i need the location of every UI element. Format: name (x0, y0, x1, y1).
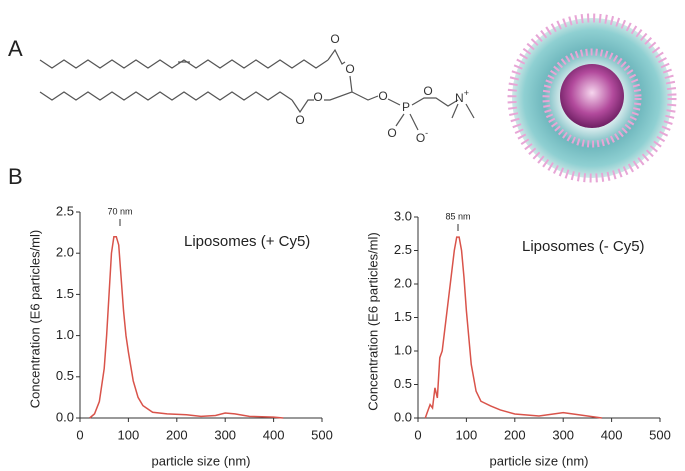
peak-label: 70 nm (107, 206, 132, 216)
bond (465, 103, 475, 119)
axes (417, 217, 660, 419)
x-tick-label: 500 (311, 427, 333, 442)
x-tick-label: 300 (214, 427, 236, 442)
chart-annotation: Liposomes (- Cy5) (522, 238, 645, 255)
atom-label: O (295, 113, 304, 127)
x-tick-label: 100 (118, 427, 140, 442)
atom-label: O (387, 126, 396, 140)
atom-label: P (402, 100, 410, 114)
x-tick-label: 100 (456, 427, 478, 442)
chart-annotation: Liposomes (+ Cy5) (184, 233, 310, 250)
data-line (424, 236, 603, 419)
y-tick-label: 1.5 (394, 309, 412, 324)
y-tick-label: 3.0 (394, 208, 412, 223)
x-axis-label: particle size (nm) (490, 453, 589, 468)
x-tick-label: 400 (601, 427, 623, 442)
y-tick-label: 1.0 (56, 327, 74, 342)
bond (451, 103, 459, 119)
y-tick-label: 0.5 (56, 368, 74, 383)
atom-label: O (345, 62, 354, 76)
y-tick-label: 0.5 (394, 376, 412, 391)
x-tick-label: 300 (552, 427, 574, 442)
bond (39, 59, 329, 69)
x-tick-label: 0 (76, 427, 83, 442)
axes (79, 212, 322, 419)
bond (324, 75, 353, 101)
atom-charge: + (464, 88, 469, 98)
y-tick-label: 2.0 (394, 275, 412, 290)
atom-label: O (330, 32, 339, 46)
bond (395, 113, 405, 127)
bond (39, 91, 293, 101)
x-axis-label: particle size (nm) (152, 453, 251, 468)
x-tick-label: 500 (649, 427, 671, 442)
bond (387, 98, 401, 106)
atom-label: O- (416, 128, 428, 145)
y-tick-label: 1.5 (56, 286, 74, 301)
bond (351, 91, 379, 101)
atom-label: O (423, 84, 432, 98)
bond (411, 97, 459, 107)
y-tick-label: 2.5 (56, 203, 74, 218)
bond (291, 99, 314, 114)
bond (409, 113, 419, 131)
bond (327, 48, 346, 65)
y-axis-label: Concentration (E6 particles/ml) (365, 232, 380, 410)
atom-label: N+ (455, 88, 469, 105)
data-line (89, 235, 284, 419)
panel-label: B (8, 164, 23, 189)
peak-label: 85 nm (445, 211, 470, 221)
atom-label: O (378, 89, 387, 103)
y-tick-label: 2.0 (56, 245, 74, 260)
y-tick-label: 0.0 (394, 409, 412, 424)
y-axis-label: Concentration (E6 particles/ml) (27, 230, 42, 408)
panel-label: A (8, 36, 23, 61)
y-tick-label: 2.5 (394, 242, 412, 257)
x-tick-label: 200 (166, 427, 188, 442)
x-tick-label: 400 (263, 427, 285, 442)
x-tick-label: 0 (414, 427, 421, 442)
y-tick-label: 1.0 (394, 342, 412, 357)
atom-charge: - (425, 128, 428, 138)
liposome-illustration (507, 13, 677, 183)
x-tick-label: 200 (504, 427, 526, 442)
atom-label: O (313, 90, 322, 104)
y-tick-label: 0.0 (56, 409, 74, 424)
